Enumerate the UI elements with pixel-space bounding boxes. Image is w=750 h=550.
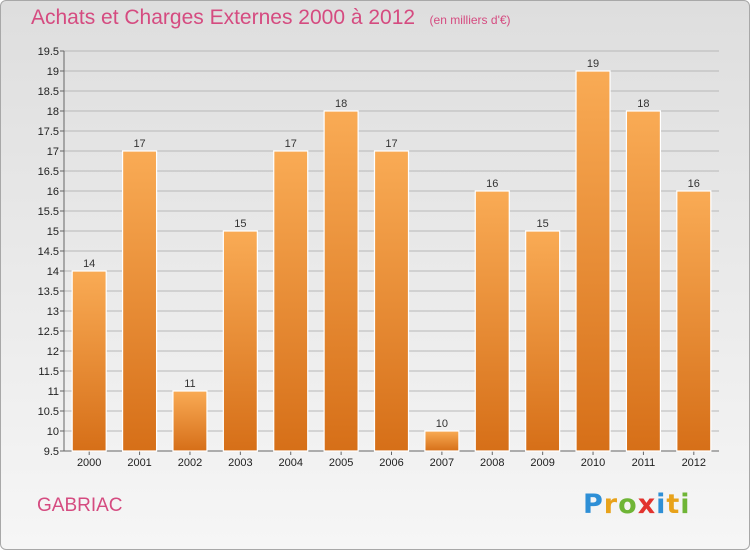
y-tick-label: 18 <box>47 106 59 118</box>
bar-2003 <box>222 230 258 452</box>
data-label: 15 <box>234 218 246 230</box>
x-tick-label: 2002 <box>178 457 202 469</box>
x-tick-label: 2011 <box>632 457 656 469</box>
y-tick-label: 10 <box>47 426 59 438</box>
y-tick-label: 13.5 <box>38 286 59 298</box>
y-tick-label: 13 <box>47 306 59 318</box>
y-tick-label: 9.5 <box>44 446 59 458</box>
data-label: 14 <box>83 258 95 270</box>
logo-letter: r <box>603 489 619 520</box>
axis-layer: 9.5 10 10.5 11 11.5 12 12.5 13 13.5 14 14.5 15 15.5 1… <box>38 46 719 469</box>
data-label: 18 <box>637 98 649 110</box>
x-tick-label: 2004 <box>278 457 302 469</box>
bar-2005 <box>323 110 359 452</box>
x-tick-label: 2008 <box>480 457 504 469</box>
data-label: 16 <box>486 178 498 190</box>
x-tick-label: 2012 <box>682 457 706 469</box>
x-tick-label: 2010 <box>581 457 605 469</box>
data-label: 17 <box>385 138 397 150</box>
data-label: 11 <box>184 378 195 390</box>
bar-2002 <box>172 390 208 452</box>
bar-2000 <box>71 270 107 452</box>
x-tick-label: 2005 <box>329 457 353 469</box>
y-tick-label: 17 <box>47 146 59 158</box>
y-tick-label: 12.5 <box>38 326 59 338</box>
logo-letter: o <box>618 489 638 520</box>
y-tick-label: 18.5 <box>38 86 59 98</box>
data-label: 19 <box>587 58 599 70</box>
bar-2007 <box>424 430 460 452</box>
bar-2012 <box>676 190 712 452</box>
y-tick-label: 16 <box>47 186 59 198</box>
title-row: Achats et Charges Externes 2000 à 2012 (… <box>31 6 511 30</box>
logo-letter: P <box>583 489 604 520</box>
data-label: 18 <box>335 98 347 110</box>
bar-layer <box>71 70 712 452</box>
y-tick-label: 11 <box>48 386 59 398</box>
y-tick-label: 16.5 <box>38 166 59 178</box>
bar-2008 <box>474 190 510 452</box>
y-tick-label: 17.5 <box>38 126 59 138</box>
bar-2001 <box>121 150 158 452</box>
y-tick-label: 12 <box>47 346 59 358</box>
x-tick-label: 2007 <box>430 457 454 469</box>
y-tick-label: 19 <box>47 66 59 78</box>
chart-unit: (en milliers d'€) <box>429 13 511 27</box>
y-tick-label: 19.5 <box>38 46 59 58</box>
logo-letter: x <box>637 489 657 520</box>
x-tick-label: 2001 <box>127 457 151 469</box>
commune-name: GABRIAC <box>37 495 123 516</box>
x-tick-label: 2009 <box>530 457 554 469</box>
y-tick-label: 14 <box>47 266 59 278</box>
chart-title: Achats et Charges Externes 2000 à 2012 <box>31 6 416 29</box>
bar-2006 <box>373 150 410 452</box>
data-label: 10 <box>436 418 448 430</box>
x-tick-label: 2006 <box>379 457 403 469</box>
data-label: 15 <box>537 218 549 230</box>
logo-letter: i <box>656 489 667 520</box>
bar-2010 <box>575 70 611 452</box>
data-label: 17 <box>133 138 145 150</box>
label-layer: 14 17 11 15 17 18 17 10 16 15 19 18 16 <box>83 58 700 430</box>
x-tick-label: 2003 <box>228 457 252 469</box>
y-tick-label: 10.5 <box>38 406 59 418</box>
y-tick-label: 14.5 <box>38 246 59 258</box>
bar-2011 <box>625 110 662 452</box>
y-tick-label: 15.5 <box>38 206 59 218</box>
logo-letter: i <box>680 489 691 520</box>
x-tick-label: 2000 <box>77 457 101 469</box>
proxiti-logo[interactable]: Proxiti <box>583 489 691 520</box>
logo-letter: t <box>666 489 681 520</box>
bar-2009 <box>525 230 561 452</box>
data-label: 16 <box>688 178 700 190</box>
y-tick-label: 15 <box>47 226 59 238</box>
bar-2004 <box>273 150 309 452</box>
data-label: 17 <box>285 138 297 150</box>
y-tick-label: 11.5 <box>38 366 59 378</box>
